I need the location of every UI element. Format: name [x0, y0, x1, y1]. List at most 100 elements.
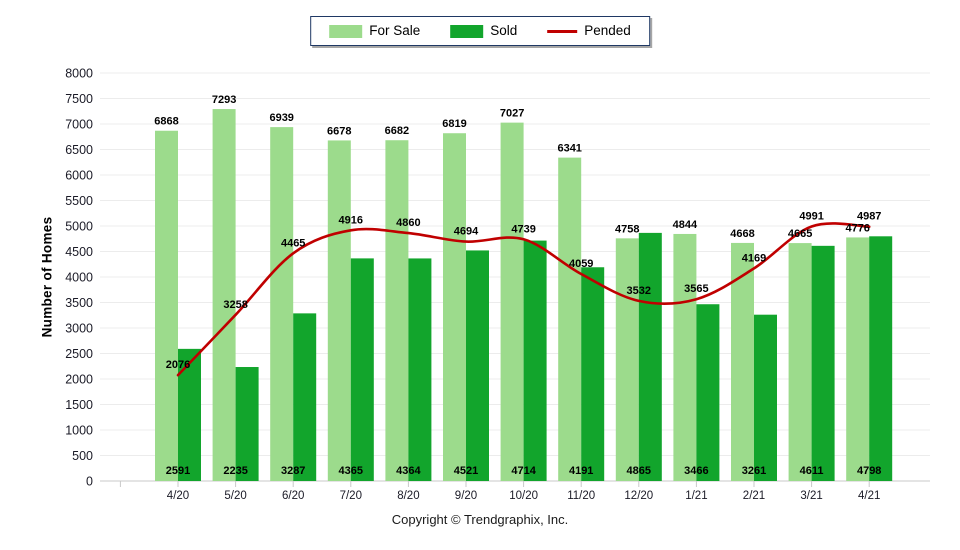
sold-value-label: 2235	[223, 465, 247, 477]
y-tick-label: 2500	[65, 347, 93, 361]
pended-line-icon	[547, 29, 578, 33]
y-tick-label: 6000	[65, 169, 93, 183]
pended-value-label: 3532	[627, 285, 651, 297]
pended-value-label: 4916	[339, 214, 363, 226]
y-tick-label: 5000	[65, 220, 93, 234]
for-sale-bar	[615, 238, 639, 481]
pended-value-label: 4465	[281, 237, 305, 249]
sold-value-label: 3261	[742, 465, 766, 477]
sold-bar	[235, 367, 259, 481]
x-tick-label: 1/21	[685, 490, 707, 502]
for-sale-bar	[673, 233, 697, 481]
sold-value-label: 3287	[281, 465, 305, 477]
y-tick-label: 1000	[65, 424, 93, 438]
legend: For Sale Sold Pended	[310, 16, 650, 46]
y-tick-label: 7500	[65, 92, 93, 106]
sold-swatch-icon	[450, 24, 484, 38]
for-sale-value-label: 4776	[845, 222, 869, 234]
for-sale-value-label: 6341	[557, 143, 581, 155]
x-tick-label: 6/20	[282, 490, 304, 502]
pended-line	[176, 222, 871, 377]
y-tick-label: 500	[72, 449, 93, 463]
for-sale-bar	[500, 122, 524, 482]
sold-value-label: 4714	[511, 465, 536, 477]
for-sale-value-label: 7027	[500, 108, 524, 120]
pended-value-label: 3565	[684, 283, 708, 295]
sold-bar	[811, 245, 835, 481]
for-sale-value-label: 6678	[327, 125, 351, 137]
sold-bar	[523, 240, 547, 481]
sold-bar	[696, 304, 720, 481]
y-tick-label: 0	[86, 475, 93, 489]
for-sale-value-label: 4758	[615, 223, 639, 235]
pended-value-label: 2076	[166, 359, 190, 371]
pended-value-label: 4739	[511, 223, 535, 235]
for-sale-bar	[327, 140, 351, 481]
y-tick-label: 3500	[65, 296, 93, 310]
y-tick-label: 8000	[65, 67, 93, 81]
x-tick-label: 8/20	[397, 490, 419, 502]
y-tick-label: 5500	[65, 194, 93, 208]
for-sale-value-label: 4668	[730, 228, 754, 240]
pended-value-label: 4860	[396, 217, 420, 229]
sold-value-label: 4364	[396, 465, 421, 477]
for-sale-value-label: 6939	[269, 112, 293, 124]
sold-value-label: 4865	[627, 465, 651, 477]
x-tick-label: 7/20	[340, 490, 362, 502]
sold-bar	[293, 313, 317, 481]
pended-value-label: 3258	[223, 299, 247, 311]
sold-value-label: 4798	[857, 465, 881, 477]
y-tick-label: 6500	[65, 143, 93, 157]
x-tick-label: 10/20	[509, 490, 538, 502]
y-tick-label: 1500	[65, 398, 93, 412]
for-sale-bar	[846, 237, 870, 481]
for-sale-value-label: 6868	[154, 116, 178, 128]
sold-value-label: 4611	[800, 465, 824, 477]
sold-value-label: 4365	[339, 465, 363, 477]
y-tick-label: 3000	[65, 322, 93, 336]
sold-bar	[466, 250, 489, 481]
legend-item-for-sale: For Sale	[329, 24, 420, 38]
for-sale-bar	[212, 109, 236, 481]
for-sale-bar	[270, 127, 294, 482]
y-tick-label: 2000	[65, 373, 93, 387]
sold-value-label: 3466	[684, 465, 708, 477]
pended-value-label: 4059	[569, 258, 593, 270]
sold-bar	[408, 258, 432, 481]
pended-value-label: 4694	[454, 226, 479, 238]
sold-value-label: 2591	[166, 465, 190, 477]
x-tick-label: 5/20	[224, 490, 246, 502]
x-tick-label: 12/20	[624, 490, 653, 502]
for-sale-value-label: 6819	[442, 118, 466, 130]
legend-label-sold: Sold	[490, 23, 518, 39]
legend-item-pended: Pended	[547, 24, 631, 38]
y-tick-label: 4000	[65, 271, 93, 285]
pended-value-label: 4987	[857, 211, 881, 223]
x-tick-label: 3/21	[800, 490, 822, 502]
for-sale-value-label: 6682	[385, 125, 409, 137]
for-sale-bar	[443, 133, 466, 481]
y-tick-label: 4500	[65, 245, 93, 259]
for-sale-value-label: 4844	[673, 219, 698, 231]
y-axis-title: Number of Homes	[39, 216, 55, 338]
sold-value-label: 4191	[569, 465, 593, 477]
x-tick-label: 9/20	[455, 490, 477, 502]
for-sale-bar	[385, 140, 409, 481]
sold-bar	[754, 314, 777, 481]
x-tick-label: 11/20	[567, 490, 595, 502]
pended-value-label: 4991	[799, 210, 823, 222]
x-tick-label: 4/20	[167, 490, 189, 502]
sold-value-label: 4521	[454, 465, 478, 477]
copyright-text: Copyright © Trendgraphix, Inc.	[391, 512, 569, 527]
for-sale-bar	[731, 242, 754, 481]
for-sale-swatch-icon	[329, 24, 363, 38]
legend-label-for-sale: For Sale	[369, 23, 421, 39]
legend-label-pended: Pended	[584, 23, 631, 39]
sold-bar	[350, 258, 374, 481]
legend-item-sold: Sold	[450, 24, 517, 38]
sold-bar	[638, 232, 662, 481]
x-tick-label: 4/21	[858, 490, 880, 502]
sold-bar	[178, 348, 201, 481]
for-sale-bar	[558, 157, 582, 481]
